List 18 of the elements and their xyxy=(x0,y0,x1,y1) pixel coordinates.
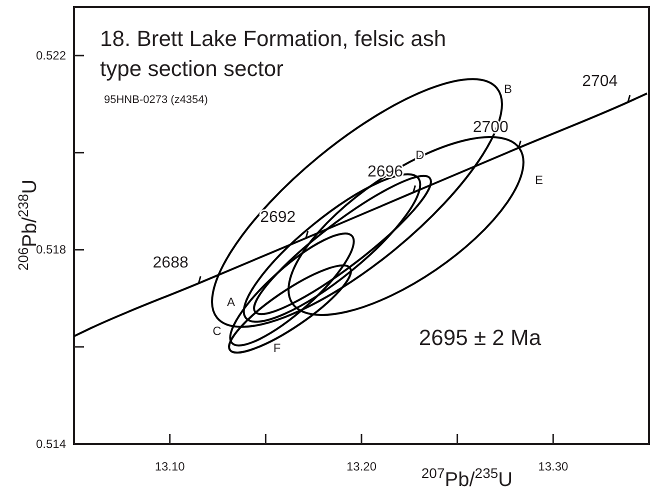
annotation: 2692 xyxy=(260,209,296,226)
x-tick-label: 13.20 xyxy=(346,460,377,474)
annotation: E xyxy=(534,173,544,187)
annotation: F xyxy=(273,341,281,355)
text: 18. Brett Lake Formation, felsic ash type section sector xyxy=(100,26,446,81)
annotation: A xyxy=(226,295,236,309)
text: 95HNB-0273 (z4354) xyxy=(104,94,208,106)
y-tick-label: 0.514 xyxy=(36,436,66,451)
annotation: 2695 ± 2 Ma xyxy=(418,325,542,350)
annotation: 2688 xyxy=(152,254,188,272)
y-tick-label: 0.522 xyxy=(36,48,66,62)
annotation: B xyxy=(504,82,512,96)
annotation: C xyxy=(212,324,222,338)
x-tick-label: 13.30 xyxy=(538,460,569,474)
y-tick-label: 0.518 xyxy=(36,242,66,257)
x-tick-label: 13.10 xyxy=(154,460,186,474)
annotation: 2704 xyxy=(582,73,618,90)
x-axis-title: $^{207}$Pb/$^{235}$U xyxy=(421,465,513,491)
